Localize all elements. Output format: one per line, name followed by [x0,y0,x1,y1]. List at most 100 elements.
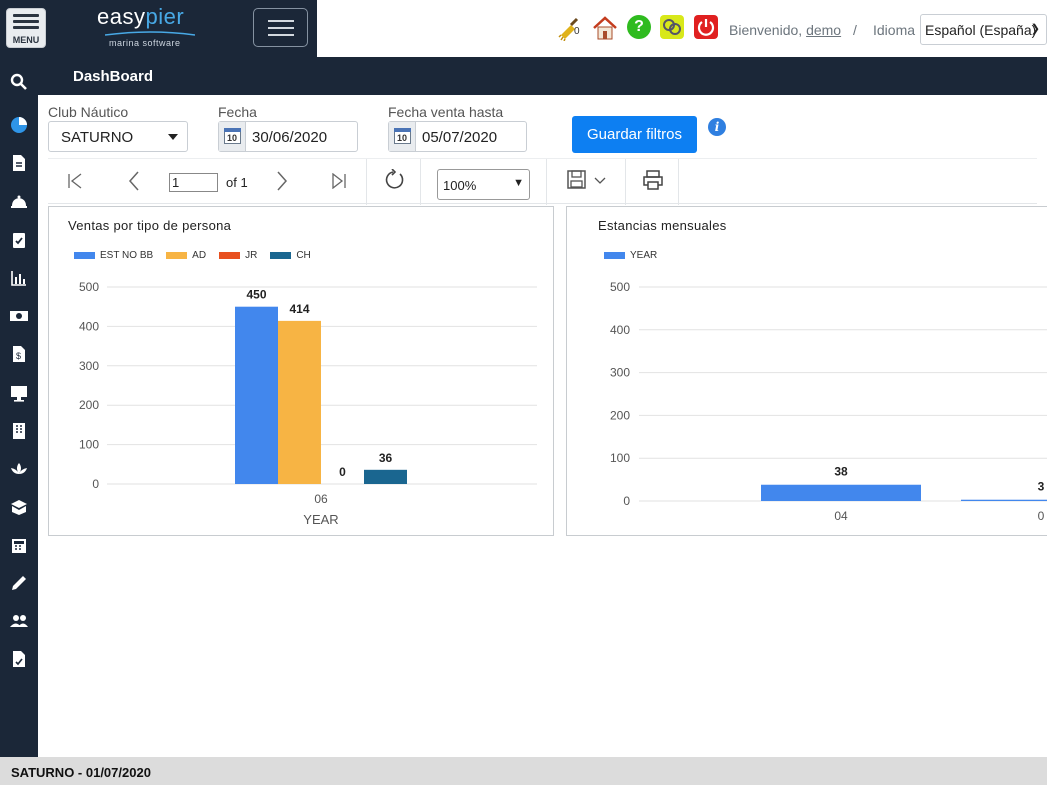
bar [961,499,1047,501]
data-label: 36 [379,451,393,465]
separator: / [853,22,857,38]
save-icon[interactable] [567,170,587,190]
bar [364,469,407,484]
y-tick-label: 300 [79,359,99,373]
date-field[interactable]: 10 30/06/2020 [218,121,358,152]
sidebar-monitor-icon[interactable] [9,383,29,403]
next-page-icon[interactable] [275,171,289,191]
power-icon[interactable] [694,15,718,39]
sidebar-bar-chart-icon[interactable] [9,268,29,288]
sidebar-file-report-icon[interactable] [9,649,29,669]
data-label: 3 [1038,480,1045,494]
chart-panel-ventas: Ventas por tipo de persona EST NO BB AD … [48,206,554,536]
sidebar-lotus-icon[interactable] [9,459,29,479]
sidebar-calculator-icon[interactable] [9,535,29,555]
report-toolbar: 1 of 1 100% ▼ [48,158,1037,205]
previous-page-icon[interactable] [127,171,141,191]
legend-item: EST NO BB [74,250,153,261]
welcome-text: Bienvenido, demo [729,22,841,38]
legend-label: JR [245,250,258,261]
data-label: 38 [834,465,848,479]
y-tick-label: 0 [623,494,630,508]
y-tick-label: 100 [610,451,630,465]
club-label: Club Náutico [48,104,129,120]
top-bar: 0 ? Bienvenido, demo / Idioma Español (E… [317,0,1047,57]
broom-badge: 0 [574,26,580,37]
legend-label: YEAR [630,250,658,261]
chart-panel-estancias: Estancias mensuales YEAR 0 100 200 300 400 50… [566,206,1047,536]
broom-icon[interactable]: 0 [557,15,581,42]
x-axis-label: YEAR [303,512,338,527]
last-page-icon[interactable] [331,173,347,189]
sidebar-clipboard-check-icon[interactable] [9,230,29,250]
language-select[interactable]: Español (España) ❯ [920,14,1047,45]
username-link[interactable]: demo [806,22,842,38]
chart-title: Estancias mensuales [598,218,727,233]
sidebar-document-icon[interactable] [9,153,29,173]
chart-ventas-svg: 0 100 200 300 400 500 450 414 0 36 06 YEAR [79,280,537,527]
logo-wave-icon [105,31,195,36]
sidebar-building-icon[interactable] [9,421,29,441]
zoom-value: 100% [443,178,477,193]
chevron-down-icon: ▼ [513,177,524,189]
legend-item: YEAR [604,250,657,261]
welcome-prefix: Bienvenido, [729,22,803,38]
y-tick-label: 200 [79,398,99,412]
bar [761,484,921,501]
date-value: 30/06/2020 [252,129,328,146]
legend-item: CH [270,250,311,261]
easypier-logo: easypier marina software [97,4,197,50]
sidebar-pencil-icon[interactable] [9,573,29,593]
chevron-down-icon: ❯ [1030,23,1040,35]
date-label: Fecha [218,104,257,120]
zoom-select[interactable]: 100% ▼ [437,169,530,200]
sidebar-bell-icon[interactable] [9,192,29,212]
legend-item: JR [219,250,257,261]
y-tick-label: 0 [92,477,99,491]
refresh-icon[interactable] [383,169,405,191]
caret-down-icon [168,134,178,140]
print-icon[interactable] [642,169,664,191]
sidebar-users-icon[interactable] [9,611,29,631]
legend-label: EST NO BB [100,250,154,261]
bar [235,306,278,484]
page-title-bar: DashBoard [38,57,1047,95]
sidebar-box-icon[interactable] [9,497,29,517]
bar [278,320,321,484]
info-icon[interactable]: i [708,118,726,136]
calendar-icon[interactable]: 10 [389,122,416,151]
data-label: 450 [246,288,266,302]
sidebar-search-icon[interactable] [9,72,29,92]
sidebar-toggle-button[interactable] [253,8,308,47]
home-icon[interactable] [592,15,617,40]
logo-subtitle: marina software [109,38,181,48]
hamburger-icon [13,14,39,32]
export-dropdown-icon[interactable] [594,177,606,185]
status-text: SATURNO - 01/07/2020 [11,765,151,780]
chart-legend: EST NO BB AD JR CH [74,250,324,261]
legend-swatch [219,252,241,259]
chart-title: Ventas por tipo de persona [68,218,232,233]
y-tick-label: 500 [79,280,99,294]
sale-date-field[interactable]: 10 05/07/2020 [388,121,527,152]
sidebar-invoice-icon[interactable]: $ [9,344,29,364]
sidebar-money-icon[interactable] [9,306,29,326]
club-select[interactable]: SATURNO [48,121,188,152]
first-page-icon[interactable] [67,173,83,189]
menu-button[interactable]: MENU [6,8,46,48]
menu-label: MENU [12,35,40,45]
page-title: DashBoard [73,68,154,85]
legend-label: AD [192,250,207,261]
chart-legend: YEAR [604,250,670,261]
svg-text:$: $ [16,351,21,361]
y-tick-label: 500 [610,280,630,294]
save-filters-button[interactable]: Guardar filtros [572,116,697,153]
sidebar-pie-chart-icon[interactable] [9,115,29,135]
chart-estancias-svg: 0 100 200 300 400 500 38 04 3 0 [610,280,1047,523]
link-icon[interactable] [660,15,684,39]
page-number-input[interactable]: 1 [169,173,218,192]
x-tick-label: 04 [834,509,848,523]
help-icon[interactable]: ? [627,15,651,39]
calendar-icon[interactable]: 10 [219,122,246,151]
sidebar: $ [0,57,38,757]
